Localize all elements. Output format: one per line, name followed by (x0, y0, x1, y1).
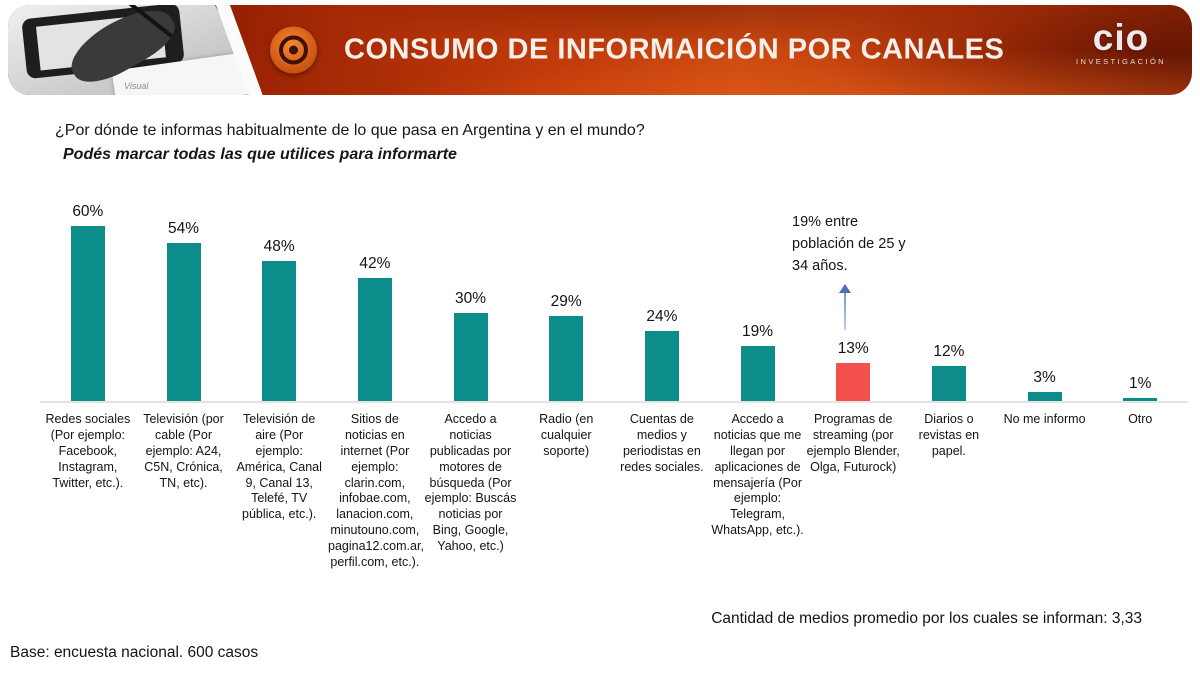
bar-value-label: 30% (455, 290, 487, 307)
category-label: Televisión (por cable (Por ejemplo: A24,… (143, 412, 224, 490)
bar-column: 42% (327, 255, 423, 401)
category-label: Programas de streaming (por ejemplo Blen… (806, 412, 900, 474)
bar-column: 3% (997, 369, 1093, 401)
bar-column: 19% (710, 323, 806, 401)
bar-value-label: 13% (837, 340, 869, 357)
category-label: Cuentas de medios y periodistas en redes… (620, 412, 704, 474)
survey-question: ¿Por dónde te informas habitualmente de … (55, 122, 645, 164)
bar-value-label: 29% (550, 293, 582, 310)
category-label: Accedo a noticias publicadas por motores… (424, 412, 517, 553)
bar-chart: 60% 54% 48% 42% 30% 29% 24% 19% 13% 12% 3% 1% Redes… (40, 200, 1188, 571)
annotation-arrow-icon (839, 284, 851, 293)
bar-column: 29% (518, 293, 614, 401)
bar (549, 316, 584, 401)
bar-column: 13% (805, 340, 901, 401)
bar-value-label: 12% (933, 343, 965, 360)
photo-caption: Visual (124, 81, 149, 91)
category-label: Otro (1128, 412, 1153, 426)
cio-logo: cio INVESTIGACIÓN (1076, 17, 1166, 67)
category-label: Accedo a noticias que me llegan por apli… (711, 412, 804, 538)
bar (740, 346, 775, 401)
bar-value-label: 1% (1129, 375, 1152, 392)
bar-value-label: 3% (1033, 369, 1056, 386)
bar-column: 12% (901, 343, 997, 401)
sample-base-note: Base: encuesta nacional. 600 casos (10, 644, 259, 661)
category-label: No me informo (1003, 412, 1086, 426)
plot-area: 60% 54% 48% 42% 30% 29% 24% 19% 13% 12% 3% 1% (40, 200, 1188, 403)
bar-value-label: 54% (167, 220, 200, 237)
bar (262, 261, 297, 401)
bar-column: 1% (1092, 375, 1188, 401)
category-label: Televisión de aire (Por ejemplo: América… (236, 412, 322, 522)
bullseye-center-dot (289, 45, 298, 55)
question-instruction: Podés marcar todas las que utilices para… (63, 146, 457, 163)
category-label: Radio (en cualquier soporte) (539, 412, 594, 458)
bar (166, 243, 201, 401)
bar (1123, 398, 1158, 401)
header-banner: Visual CONSUMO DE INFORMAICIÓN POR CANAL… (8, 5, 1192, 95)
bar-value-label: 60% (72, 203, 104, 220)
chart-annotation: 19% entre población de 25 y 34 años. (792, 214, 906, 274)
bar-value-label: 19% (742, 323, 774, 340)
bar-column: 60% (40, 203, 136, 401)
bar-value-label: 42% (359, 255, 391, 272)
question-text: ¿Por dónde te informas habitualmente de … (55, 122, 645, 139)
annotation-arrow-stem (844, 293, 846, 330)
bar-value-label: 24% (646, 308, 678, 325)
bar-column: 24% (614, 308, 710, 401)
bar (1027, 392, 1062, 401)
bar-column: 54% (136, 220, 232, 401)
bar (453, 313, 488, 401)
average-media-note: Cantidad de medios promedio por los cual… (711, 610, 1142, 627)
bar-value-label: 48% (263, 238, 295, 255)
bullseye-ring (279, 35, 308, 65)
bar-column: 30% (423, 290, 519, 401)
bar (931, 366, 966, 401)
category-label: Sitios de noticias en internet (Por ejem… (328, 412, 424, 569)
bar-highlighted (836, 363, 871, 401)
bullseye-target-icon (270, 26, 317, 74)
bar (70, 226, 105, 401)
category-label: Diarios o revistas en papel. (918, 412, 980, 458)
category-label: Redes sociales (Por ejemplo: Facebook, I… (45, 412, 131, 490)
cio-logo-name: cio (1092, 17, 1150, 58)
bar (644, 331, 679, 401)
bar-column: 48% (231, 238, 327, 401)
cio-logo-subtitle: INVESTIGACIÓN (1076, 57, 1166, 67)
header-photo: Visual (8, 5, 260, 95)
page-title: CONSUMO DE INFORMAICIÓN POR CANALES (344, 33, 1005, 66)
bar (357, 278, 392, 401)
category-labels-row: Redes sociales (Por ejemplo: Facebook, I… (40, 412, 1188, 571)
